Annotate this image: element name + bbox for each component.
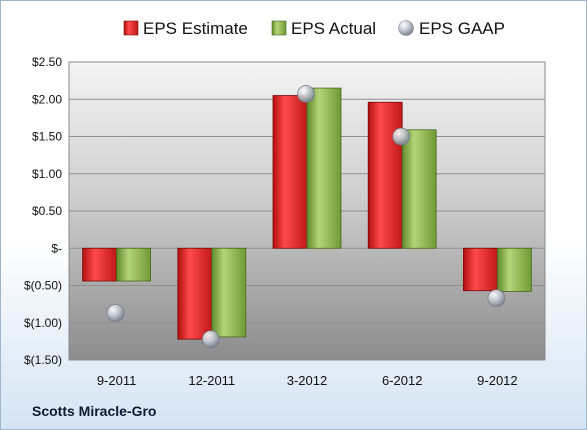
y-axis: $(1.50) $(1.00) $(0.50) $- $0.50 $1.00 $1.50 $2… — [24, 55, 62, 367]
legend-marker-gaap — [398, 20, 414, 36]
estimate-bar — [462, 247, 498, 292]
y-tick-label: $1.00 — [32, 167, 62, 181]
actual-bar — [306, 87, 342, 249]
gaap-marker — [487, 289, 506, 308]
gaap-marker — [297, 85, 315, 103]
legend-label-gaap: EPS GAAP — [419, 19, 505, 38]
legend: EPS Estimate EPS Actual EPS GAAP — [123, 19, 505, 38]
company-name: Scotts Miracle-Gro — [32, 403, 157, 419]
y-tick-label: $(1.50) — [24, 353, 62, 367]
legend-swatch-estimate — [123, 20, 139, 36]
actual-bar — [496, 247, 532, 292]
estimate-bar — [82, 247, 117, 282]
estimate-bar — [177, 247, 213, 340]
y-tick-label: $0.50 — [32, 204, 62, 218]
actual-bar — [401, 129, 437, 249]
estimate-bar — [272, 95, 308, 249]
y-tick-label: $2.00 — [32, 92, 62, 106]
x-tick-label: 6-2012 — [382, 373, 422, 388]
y-tick-label: $(1.00) — [24, 316, 62, 330]
y-tick-label: $(0.50) — [24, 279, 62, 293]
estimate-bar — [367, 101, 403, 249]
gaap-markers — [106, 85, 506, 348]
gaap-marker — [392, 127, 411, 146]
y-tick-label: $1.50 — [32, 130, 62, 144]
bars — [82, 87, 532, 340]
actual-bar — [116, 247, 151, 282]
actual-bar — [211, 247, 247, 338]
legend-swatch-actual — [271, 20, 287, 36]
legend-label-actual: EPS Actual — [291, 19, 376, 38]
y-tick-label: $2.50 — [32, 55, 62, 69]
legend-label-estimate: EPS Estimate — [143, 19, 248, 38]
gaap-marker — [201, 330, 220, 348]
x-axis: 9-2011 12-2011 3-2012 6-2012 9-2012 — [97, 373, 518, 388]
x-tick-label: 9-2012 — [477, 373, 517, 388]
y-tick-label: $- — [51, 241, 62, 255]
x-tick-label: 3-2012 — [287, 373, 327, 388]
x-tick-label: 12-2011 — [188, 373, 235, 388]
x-tick-label: 9-2011 — [97, 373, 137, 388]
gaap-marker — [106, 304, 125, 322]
